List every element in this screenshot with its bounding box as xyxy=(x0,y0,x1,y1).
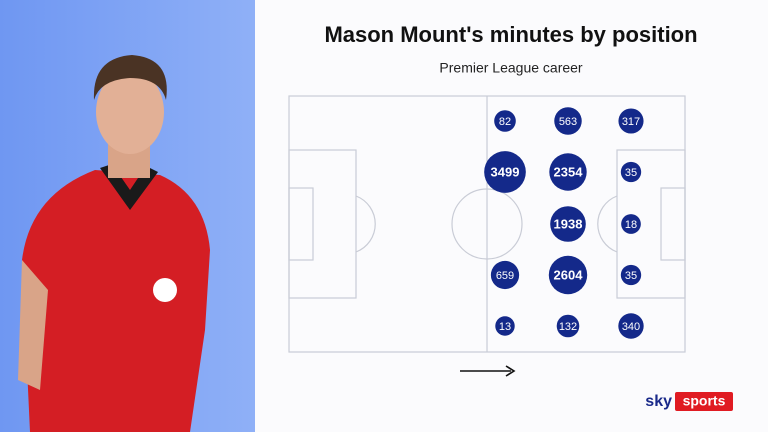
logo-brand: sky xyxy=(645,393,672,410)
bubble xyxy=(556,314,580,338)
bubble-label: 3499 xyxy=(491,164,520,179)
bubble-label: 317 xyxy=(622,116,640,128)
bubble xyxy=(620,161,642,183)
bubble-label: 659 xyxy=(496,270,514,282)
pitch xyxy=(288,95,686,353)
bubble-label: 82 xyxy=(499,116,511,128)
bubble-label: 563 xyxy=(559,116,577,128)
bubble xyxy=(620,264,642,286)
chart-subtitle: Premier League career xyxy=(439,60,583,76)
bubble xyxy=(550,206,586,242)
bubble-label: 35 xyxy=(625,167,637,179)
bubble xyxy=(494,110,516,132)
chart-title: Mason Mount's minutes by position xyxy=(324,22,697,47)
bubble xyxy=(621,214,641,234)
bubble-label: 18 xyxy=(625,219,637,231)
bubble-label: 132 xyxy=(559,321,577,333)
bubble xyxy=(484,151,526,193)
bubble-label: 340 xyxy=(622,321,640,333)
bubble xyxy=(618,313,644,339)
bubble xyxy=(618,108,644,134)
bubble-label: 35 xyxy=(625,270,637,282)
bubble xyxy=(548,255,588,295)
bubble xyxy=(549,153,587,191)
bubble xyxy=(490,260,520,290)
logo-box xyxy=(675,392,733,411)
player-photo xyxy=(18,55,210,432)
bubble-label: 13 xyxy=(499,321,511,333)
bubble xyxy=(554,107,582,135)
bubble-label: 1938 xyxy=(554,216,583,231)
bubble xyxy=(495,316,515,336)
bubble-label: 2354 xyxy=(554,164,584,179)
direction-arrow xyxy=(460,365,516,377)
logo-product: sports xyxy=(683,393,726,409)
logo: sky sports xyxy=(645,392,733,411)
bubble-label: 2604 xyxy=(554,267,584,282)
